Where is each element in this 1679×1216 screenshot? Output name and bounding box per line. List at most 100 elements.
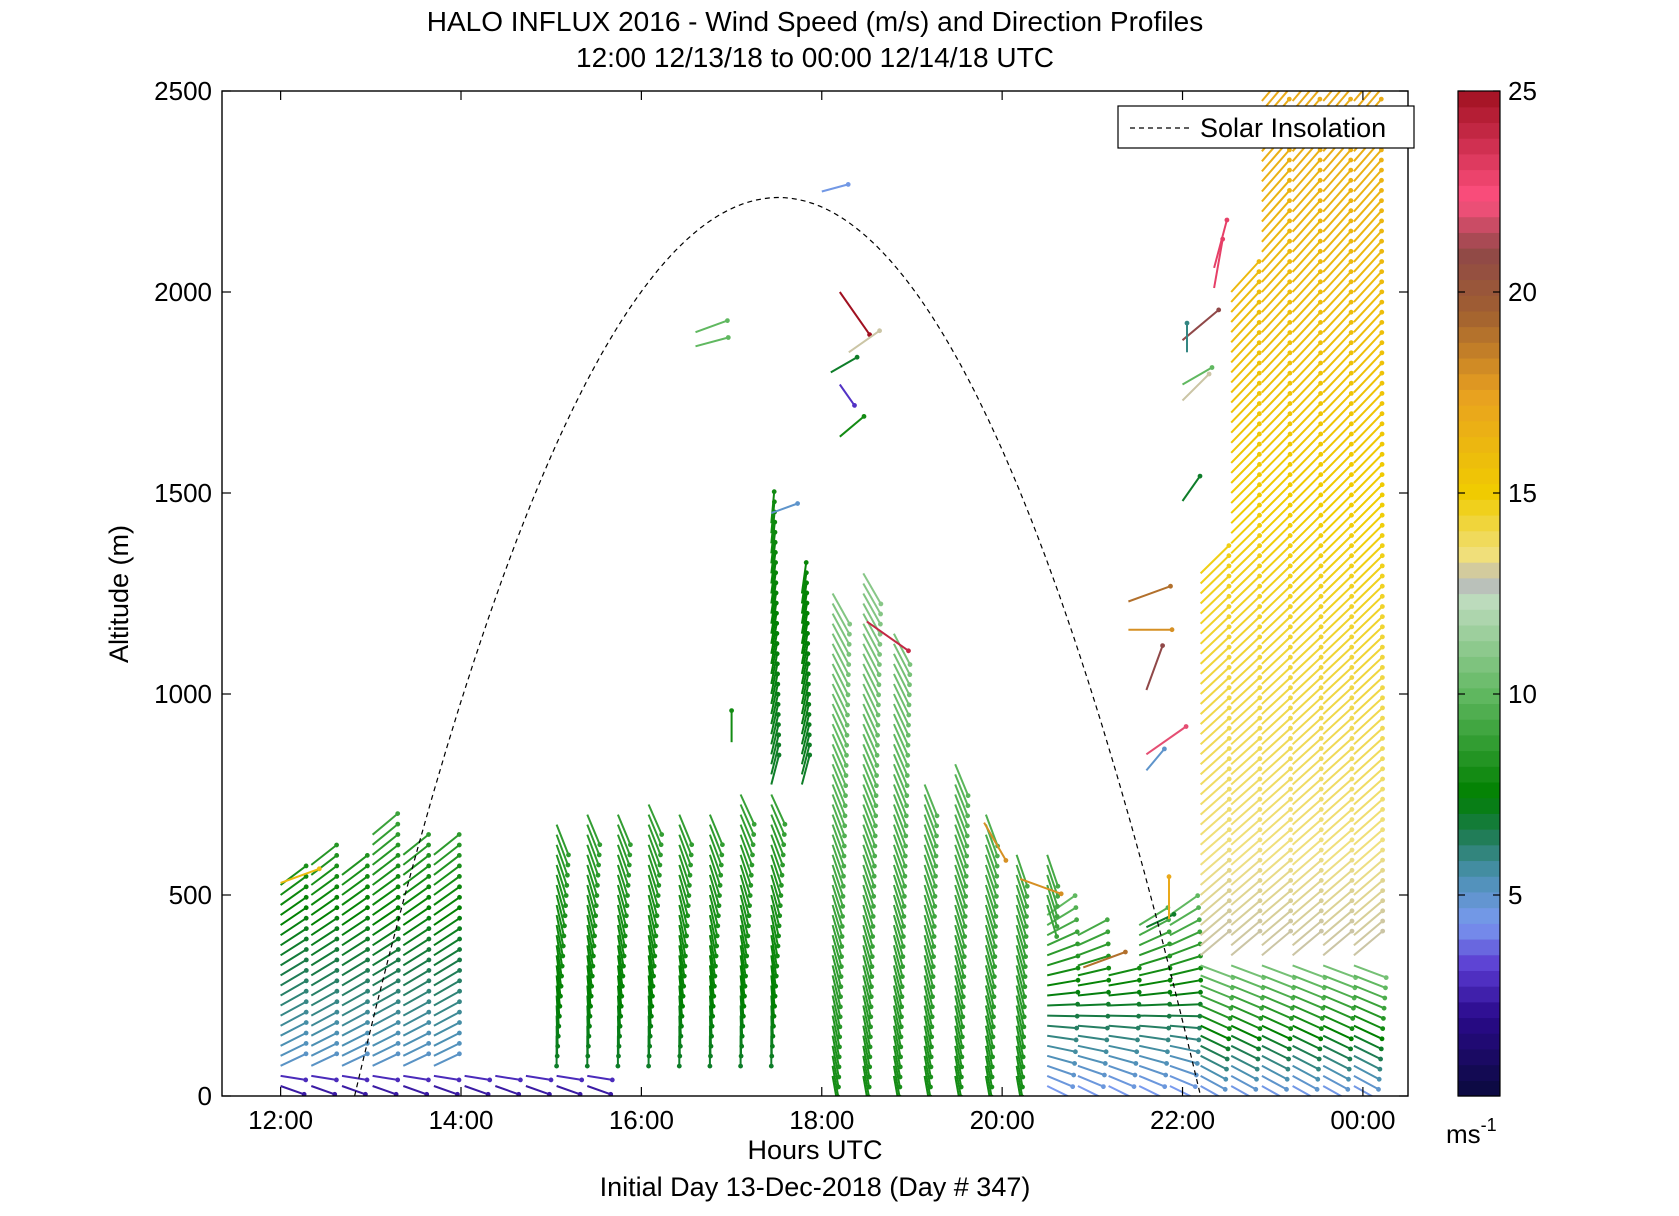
wind-barb bbox=[586, 945, 595, 979]
colorbar-unit-label: ms-1 bbox=[1446, 1115, 1497, 1149]
wind-barb bbox=[739, 945, 748, 979]
wind-barb bbox=[1230, 533, 1262, 565]
wind-barb bbox=[372, 1085, 399, 1096]
wind-barb bbox=[831, 733, 849, 768]
wind-barb bbox=[1199, 675, 1232, 705]
wind-barb bbox=[371, 821, 401, 846]
wind-barb bbox=[1139, 1024, 1172, 1031]
wind-barb bbox=[1199, 634, 1232, 665]
wind-barb bbox=[831, 955, 844, 990]
wind-barb bbox=[862, 1025, 873, 1060]
wind-barb bbox=[1199, 817, 1232, 846]
wind-barb bbox=[1199, 857, 1232, 886]
wind-barb bbox=[892, 1035, 903, 1070]
wind-barb bbox=[1261, 847, 1293, 876]
wind-barb bbox=[1291, 350, 1323, 384]
wind-barb bbox=[586, 955, 595, 989]
wind-barb bbox=[1261, 330, 1293, 364]
wind-barb bbox=[402, 905, 432, 926]
wind-barb bbox=[311, 1074, 339, 1083]
wind-barb bbox=[647, 854, 662, 888]
wind-barb bbox=[1322, 984, 1357, 1001]
wind-barb bbox=[770, 550, 778, 584]
wind-barb bbox=[923, 934, 936, 969]
wind-barb bbox=[923, 975, 935, 1010]
wind-barb bbox=[586, 935, 596, 969]
wind-barb bbox=[1291, 857, 1324, 886]
wind-barb bbox=[770, 641, 780, 675]
wind-barb bbox=[1230, 878, 1263, 906]
wind-barb bbox=[341, 968, 371, 987]
wind-barb bbox=[647, 995, 654, 1029]
wind-barb bbox=[1199, 847, 1232, 876]
wind-barb bbox=[1108, 1064, 1138, 1078]
wind-barb bbox=[1291, 573, 1324, 605]
wind-barb bbox=[1292, 1054, 1321, 1072]
wind-barb bbox=[586, 904, 597, 939]
wind-barb bbox=[1200, 1064, 1229, 1082]
wind-barb bbox=[1291, 807, 1324, 836]
colorbar-swatch bbox=[1458, 279, 1500, 296]
wind-barb bbox=[310, 947, 340, 967]
wind-barb bbox=[372, 1041, 401, 1057]
wind-barb bbox=[1230, 746, 1263, 776]
wind-barb bbox=[831, 723, 849, 758]
wind-barb bbox=[1047, 1024, 1080, 1031]
wind-barb bbox=[1322, 974, 1358, 991]
wind-barb bbox=[1230, 370, 1262, 404]
wind-barb bbox=[372, 863, 401, 886]
wind-barb bbox=[1230, 817, 1263, 846]
wind-barb bbox=[800, 631, 810, 665]
wind-barb bbox=[984, 914, 998, 949]
wind-barb bbox=[1230, 918, 1263, 947]
wind-barb bbox=[280, 1085, 307, 1096]
wind-barb bbox=[1261, 604, 1293, 635]
wind-barb bbox=[954, 1005, 965, 1040]
wind-barb bbox=[892, 904, 906, 939]
wind-barb bbox=[893, 643, 913, 677]
wind-barb bbox=[1292, 1024, 1324, 1042]
colorbar-swatch bbox=[1458, 813, 1500, 830]
wind-barb bbox=[831, 804, 847, 839]
wind-barb bbox=[892, 794, 909, 829]
wind-barb bbox=[1261, 390, 1293, 424]
wind-barb bbox=[1261, 208, 1292, 243]
wind-barb bbox=[1230, 502, 1262, 534]
chart-footnote: Initial Day 13-Dec-2018 (Day # 347) bbox=[600, 1172, 1031, 1202]
wind-barb bbox=[1292, 1014, 1324, 1031]
wind-barb bbox=[862, 824, 878, 859]
wind-barb bbox=[770, 620, 780, 654]
wind-barb bbox=[1200, 1075, 1228, 1092]
wind-barb bbox=[739, 844, 754, 878]
wind-barb bbox=[984, 965, 997, 1000]
wind-barb bbox=[770, 824, 786, 858]
wind-barb bbox=[616, 884, 629, 919]
wind-barb bbox=[371, 832, 401, 856]
wind-barb bbox=[984, 1055, 995, 1090]
wind-barb bbox=[1230, 675, 1263, 705]
wind-barb bbox=[1261, 187, 1292, 223]
wind-barb bbox=[954, 864, 969, 899]
wind-barb bbox=[892, 713, 911, 748]
wind-barb bbox=[892, 693, 911, 728]
colorbar-swatch bbox=[1458, 577, 1500, 595]
wind-barb bbox=[1261, 502, 1293, 534]
wind-barb bbox=[770, 794, 788, 827]
wind-barb bbox=[892, 854, 907, 889]
wind-barb bbox=[1291, 665, 1324, 695]
wind-barb bbox=[862, 904, 876, 939]
wind-barb bbox=[1046, 1044, 1078, 1055]
wind-barb bbox=[1322, 634, 1355, 665]
wind-barb bbox=[1230, 299, 1262, 333]
wind-barb bbox=[372, 926, 401, 947]
wind-barb bbox=[739, 884, 752, 919]
wind-barb bbox=[770, 884, 783, 919]
wind-barb bbox=[1291, 411, 1324, 444]
wind-barb bbox=[1199, 573, 1232, 605]
wind-barb bbox=[1261, 431, 1293, 464]
wind-barb bbox=[1291, 147, 1323, 183]
wind-barb bbox=[739, 864, 753, 898]
wind-barb bbox=[862, 723, 880, 758]
wind-barb bbox=[1015, 1045, 1026, 1080]
